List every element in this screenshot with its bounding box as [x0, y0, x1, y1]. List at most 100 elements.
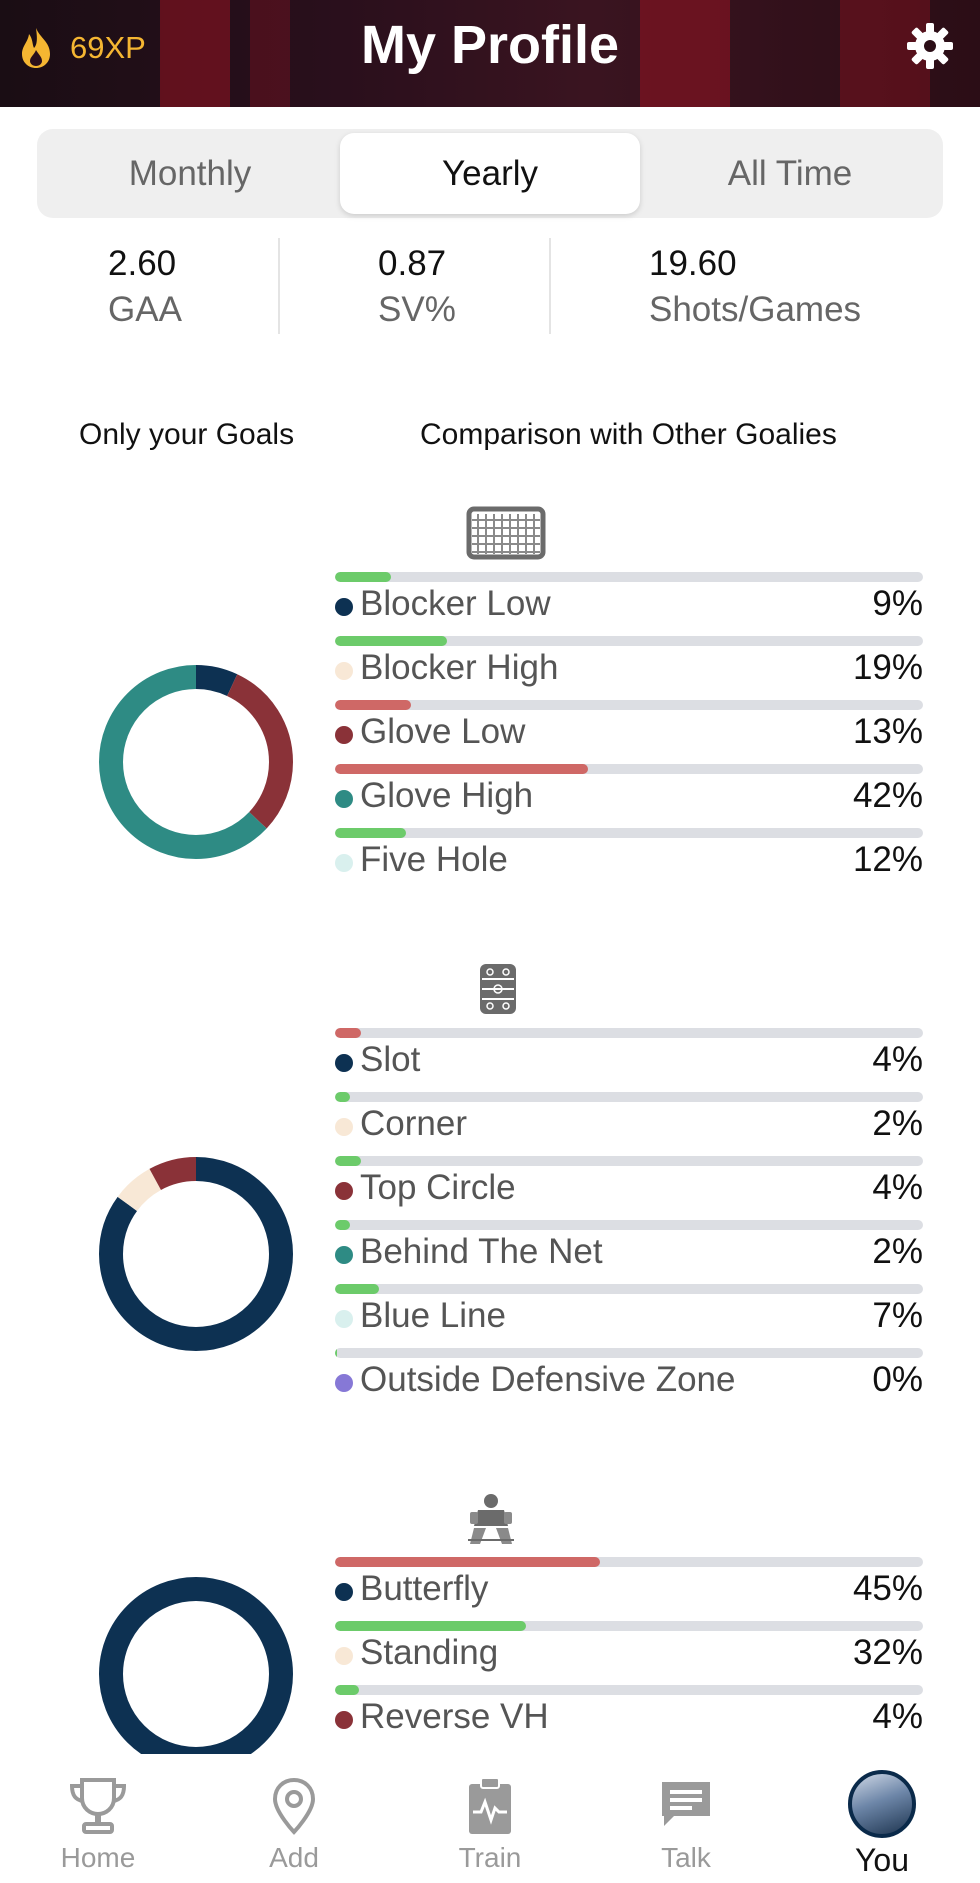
legend-dot [335, 1711, 353, 1729]
header-bar: 69XP My Profile [0, 0, 980, 107]
background-banner [840, 0, 930, 107]
row-label: Butterfly [360, 1569, 489, 1608]
nav-you[interactable]: You [784, 1754, 980, 1883]
tab-monthly[interactable]: Monthly [128, 153, 252, 193]
chat-icon [662, 1782, 710, 1826]
column-header-own-goals[interactable]: Only your Goals [79, 418, 295, 451]
comparison-bar-fill [335, 1092, 350, 1102]
donut-segment [99, 1157, 293, 1351]
stat-value: 19.60 [649, 244, 737, 283]
donut-chart-goal-location [99, 665, 293, 859]
comparison-bar-fill [335, 1557, 600, 1567]
trophy-icon [69, 1778, 127, 1834]
comparison-row: Butterfly 45% [335, 1557, 923, 1621]
donut-segment [99, 1577, 293, 1754]
comparison-row: Slot 4% [335, 1028, 923, 1092]
comparison-bar [335, 1092, 923, 1102]
legend-dot [335, 790, 353, 808]
row-label: Corner [360, 1104, 467, 1143]
settings-gear-icon[interactable] [906, 22, 954, 70]
comparison-bar [335, 700, 923, 710]
comparison-bar-fill [335, 1284, 380, 1294]
nav-talk[interactable]: Talk [588, 1754, 784, 1883]
row-percentage: 32% [852, 1633, 923, 1672]
legend-dot [335, 598, 353, 616]
nav-label: You [855, 1842, 909, 1878]
stat-sv: 0.87 SV% [378, 244, 456, 330]
comparison-row: Outside Defensive Zone 0% [335, 1348, 923, 1412]
comparison-row: Standing 32% [335, 1621, 923, 1685]
tab-all-time[interactable]: All Time [727, 153, 853, 193]
stat-value: 0.87 [378, 244, 447, 283]
background-banner [160, 0, 230, 107]
nav-home[interactable]: Home [0, 1754, 196, 1883]
row-label: Behind The Net [360, 1232, 603, 1271]
comparison-bar-fill [335, 764, 588, 774]
donut-chart-save-style [99, 1577, 293, 1754]
comparison-row: Blue Line 7% [335, 1284, 923, 1348]
legend-dot [335, 1583, 353, 1601]
comparison-row: Glove Low 13% [335, 700, 923, 764]
comparison-row: Top Circle 4% [335, 1156, 923, 1220]
row-percentage: 12% [852, 840, 923, 879]
row-percentage: 7% [872, 1296, 923, 1335]
legend-dot [335, 1310, 353, 1328]
legend-dot [335, 1374, 353, 1392]
row-label: Blue Line [360, 1296, 506, 1335]
background-banner [250, 0, 290, 107]
page-title: My Profile [360, 15, 620, 75]
comparison-bar-fill [335, 1685, 359, 1695]
row-label: Standing [360, 1633, 499, 1672]
stat-value: 2.60 [108, 244, 177, 283]
xp-badge[interactable]: 69XP [16, 26, 146, 70]
stat-label: Shots/Games [649, 290, 862, 329]
stat-label: SV% [378, 290, 456, 329]
row-label: Top Circle [360, 1168, 516, 1207]
comparison-bar-fill [335, 636, 447, 646]
goalie-icon [468, 1494, 514, 1544]
nav-label: Talk [661, 1842, 711, 1873]
legend-dot [335, 726, 353, 744]
nav-label: Train [458, 1842, 522, 1873]
row-label: Outside Defensive Zone [360, 1360, 736, 1399]
row-label: Glove High [360, 776, 534, 815]
nav-add[interactable]: Add [196, 1754, 392, 1883]
tab-yearly[interactable]: Yearly [340, 133, 640, 214]
nav-label: Add [269, 1842, 319, 1873]
legend-dot [335, 662, 353, 680]
bottom-nav: Home Add Train Talk You [0, 1754, 980, 1883]
donut-segments [99, 1577, 293, 1754]
comparison-row: Glove High 42% [335, 764, 923, 828]
comparison-bar [335, 572, 923, 582]
comparison-bar [335, 1685, 923, 1695]
row-label: Blocker Low [360, 584, 551, 623]
donut-segment [99, 665, 293, 859]
comparison-bar [335, 1028, 923, 1038]
row-percentage: 19% [852, 648, 923, 687]
avatar-icon [848, 1770, 916, 1838]
comparison-bar [335, 636, 923, 646]
xp-value: 69XP [70, 30, 146, 65]
stat-label: GAA [108, 290, 182, 329]
comparison-row: Corner 2% [335, 1092, 923, 1156]
comparison-row: Blocker High 19% [335, 636, 923, 700]
comparison-bar-fill [335, 700, 412, 710]
row-percentage: 4% [872, 1697, 923, 1736]
row-label: Glove Low [360, 712, 526, 751]
divider [278, 238, 280, 334]
comparison-bar-fill [335, 1156, 362, 1166]
row-percentage: 4% [872, 1168, 923, 1207]
comparison-bar-fill [335, 572, 391, 582]
nav-train[interactable]: Train [392, 1754, 588, 1883]
row-label: Blocker High [360, 648, 559, 687]
row-percentage: 2% [872, 1104, 923, 1143]
comparison-bar-fill [335, 1348, 338, 1358]
hockey-net-icon [466, 506, 546, 560]
row-percentage: 42% [852, 776, 923, 815]
comparison-bar-fill [335, 1028, 362, 1038]
column-header-comparison[interactable]: Comparison with Other Goalies [420, 418, 837, 451]
comparison-bar-fill [335, 1621, 527, 1631]
legend-dot [335, 1246, 353, 1264]
comparison-bar [335, 1621, 923, 1631]
legend-dot [335, 1647, 353, 1665]
